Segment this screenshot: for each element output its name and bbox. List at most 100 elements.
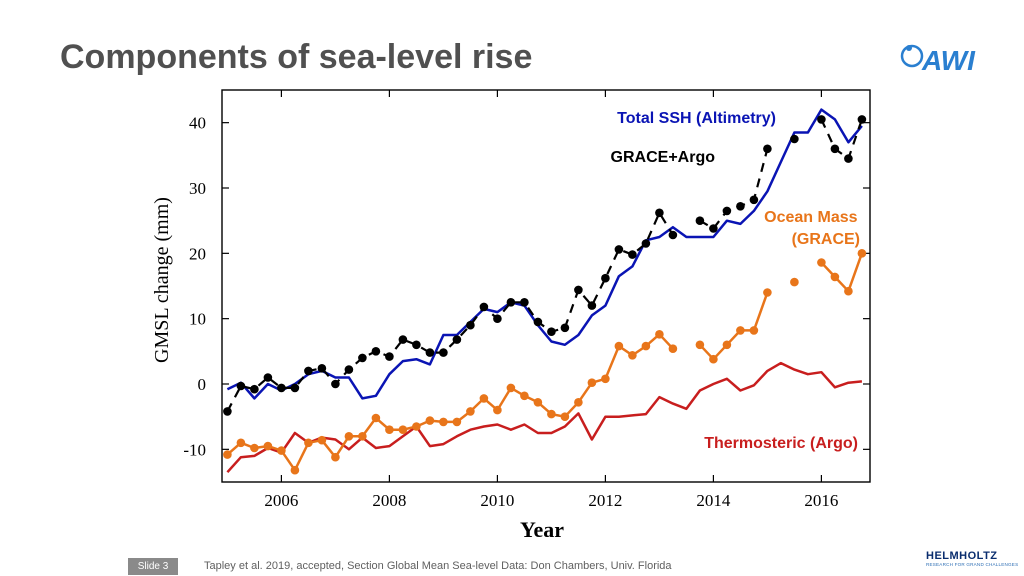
x-tick-label: 2014 — [696, 491, 731, 510]
series-grace_argo — [223, 115, 867, 416]
data-point-ocean_mass — [722, 340, 732, 350]
data-point-grace_argo — [763, 144, 772, 154]
data-point-ocean_mass — [533, 398, 543, 407]
data-point-grace_argo — [466, 320, 475, 330]
legend-thermosteric: Thermosteric (Argo) — [704, 435, 858, 452]
series-thermosteric — [226, 361, 863, 474]
data-point-grace_argo — [371, 347, 381, 356]
data-point-ocean_mass — [587, 378, 597, 388]
data-point-grace_argo — [695, 216, 705, 225]
data-point-ocean_mass — [668, 344, 678, 354]
data-point-ocean_mass — [520, 391, 529, 401]
series-line-thermosteric — [226, 361, 863, 474]
data-point-ocean_mass — [290, 465, 300, 475]
data-point-grace_argo — [263, 373, 273, 382]
data-point-grace_argo — [236, 381, 246, 391]
data-point-grace_argo — [520, 298, 529, 307]
series-group — [223, 108, 867, 475]
data-point-grace_argo — [844, 154, 853, 163]
data-point-ocean_mass — [398, 425, 408, 435]
legend-grace-argo: GRACE+Argo — [611, 149, 716, 166]
data-point-ocean_mass — [223, 450, 232, 459]
legend-ocean-mass-line1: Ocean Mass — [764, 209, 857, 226]
data-point-grace_argo — [398, 335, 408, 344]
data-point-grace_argo — [452, 335, 462, 344]
legend-ocean-mass: Ocean Mass (GRACE) — [764, 209, 862, 248]
data-point-ocean_mass — [506, 383, 516, 393]
data-point-ocean_mass — [371, 413, 381, 423]
data-point-grace_argo — [641, 239, 651, 248]
data-point-grace_argo — [736, 202, 745, 211]
data-point-ocean_mass — [547, 409, 556, 419]
data-point-ocean_mass — [601, 374, 610, 384]
globe-icon — [900, 44, 924, 68]
axis-ticks: 2006 2008 2010 2012 2014 2016 -10 0 10 20 30 40 — [183, 90, 870, 510]
helmholtz-tagline: RESEARCH FOR GRAND CHALLENGES — [926, 562, 1019, 567]
helmholtz-name: HELMHOLTZ — [926, 550, 998, 562]
data-point-ocean_mass — [452, 417, 462, 427]
data-point-grace_argo — [358, 353, 367, 363]
data-point-ocean_mass — [479, 394, 489, 403]
data-point-grace_argo — [560, 323, 570, 333]
globe-dot-icon — [906, 45, 912, 51]
x-axis-label: Year — [520, 517, 564, 542]
data-point-ocean_mass — [790, 277, 799, 287]
y-tick-label: 10 — [189, 310, 206, 329]
data-point-grace_argo — [574, 285, 583, 295]
y-tick-label: -10 — [183, 440, 206, 459]
data-point-grace_argo — [547, 327, 556, 337]
data-point-ocean_mass — [857, 249, 867, 258]
data-point-grace_argo — [668, 230, 678, 240]
data-point-grace_argo — [277, 383, 286, 393]
data-point-grace_argo — [479, 302, 489, 312]
citation: Tapley et al. 2019, accepted, Section Gl… — [204, 560, 672, 572]
data-point-ocean_mass — [412, 422, 421, 431]
helmholtz-logo: HELMHOLTZ RESEARCH FOR GRAND CHALLENGES — [926, 550, 1019, 572]
data-point-ocean_mass — [830, 272, 840, 282]
data-point-ocean_mass — [560, 412, 570, 422]
data-point-grace_argo — [506, 298, 516, 307]
awi-logo: AWI — [900, 44, 976, 76]
data-point-grace_argo — [655, 208, 664, 218]
y-tick-label: 20 — [189, 244, 206, 263]
data-point-ocean_mass — [263, 441, 273, 451]
data-point-ocean_mass — [844, 286, 853, 296]
data-point-ocean_mass — [709, 354, 718, 364]
data-point-grace_argo — [493, 314, 502, 324]
data-point-ocean_mass — [344, 432, 354, 441]
y-tick-label: 30 — [189, 179, 206, 198]
data-point-grace_argo — [304, 366, 313, 376]
x-tick-label: 2016 — [804, 491, 838, 510]
data-point-ocean_mass — [331, 452, 340, 462]
data-point-grace_argo — [412, 340, 421, 350]
series-line-grace_argo — [226, 118, 863, 412]
footer: Slide 3 Tapley et al. 2019, accepted, Se… — [0, 556, 1024, 576]
y-tick-label: 0 — [198, 375, 207, 394]
data-point-ocean_mass — [655, 330, 664, 339]
data-point-ocean_mass — [466, 407, 475, 416]
data-point-grace_argo — [722, 206, 732, 216]
data-point-grace_argo — [857, 115, 867, 124]
x-tick-label: 2008 — [372, 491, 406, 510]
data-point-grace_argo — [830, 144, 840, 154]
slide-number: Slide 3 — [128, 558, 178, 575]
data-point-grace_argo — [790, 134, 799, 144]
data-point-ocean_mass — [493, 405, 502, 415]
slide-title: Components of sea-level rise — [60, 38, 533, 76]
data-point-grace_argo — [439, 348, 448, 357]
data-point-ocean_mass — [817, 258, 826, 267]
data-point-grace_argo — [749, 195, 759, 205]
data-point-grace_argo — [628, 250, 637, 259]
data-point-grace_argo — [425, 348, 435, 357]
data-point-grace_argo — [385, 352, 394, 361]
x-tick-label: 2006 — [264, 491, 298, 510]
data-point-grace_argo — [533, 317, 543, 327]
data-point-grace_argo — [344, 365, 354, 374]
data-point-ocean_mass — [439, 417, 448, 427]
data-point-ocean_mass — [358, 432, 367, 441]
data-point-ocean_mass — [574, 398, 583, 407]
data-point-grace_argo — [601, 273, 610, 283]
legend-altimetry: Total SSH (Altimetry) — [617, 110, 776, 127]
data-point-ocean_mass — [250, 443, 259, 453]
data-point-grace_argo — [331, 379, 340, 389]
